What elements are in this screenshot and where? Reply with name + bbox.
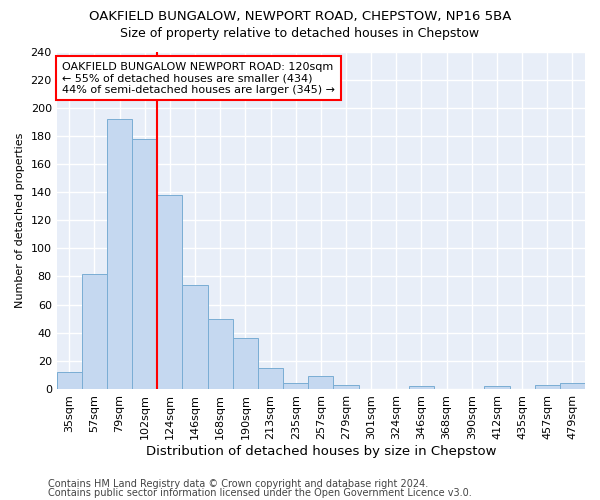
Text: OAKFIELD BUNGALOW, NEWPORT ROAD, CHEPSTOW, NP16 5BA: OAKFIELD BUNGALOW, NEWPORT ROAD, CHEPSTO… (89, 10, 511, 23)
Text: Contains HM Land Registry data © Crown copyright and database right 2024.: Contains HM Land Registry data © Crown c… (48, 479, 428, 489)
Bar (132, 138, 157, 389)
Bar (258, 368, 283, 389)
Text: OAKFIELD BUNGALOW NEWPORT ROAD: 120sqm
← 55% of detached houses are smaller (434: OAKFIELD BUNGALOW NEWPORT ROAD: 120sqm ←… (62, 62, 335, 95)
Bar (334, 384, 359, 389)
Bar (283, 384, 308, 389)
Y-axis label: Number of detached properties: Number of detached properties (15, 132, 25, 308)
Bar (82, 274, 107, 389)
Text: Size of property relative to detached houses in Chepstow: Size of property relative to detached ho… (121, 28, 479, 40)
Bar (56, 372, 82, 389)
Bar (409, 386, 434, 389)
Bar (107, 119, 132, 389)
Bar (157, 195, 182, 389)
Bar (484, 386, 509, 389)
Text: Contains public sector information licensed under the Open Government Licence v3: Contains public sector information licen… (48, 488, 472, 498)
Bar (233, 338, 258, 389)
Bar (560, 384, 585, 389)
Bar (182, 285, 208, 389)
Bar (535, 384, 560, 389)
Bar (308, 376, 334, 389)
X-axis label: Distribution of detached houses by size in Chepstow: Distribution of detached houses by size … (146, 444, 496, 458)
Bar (208, 318, 233, 389)
